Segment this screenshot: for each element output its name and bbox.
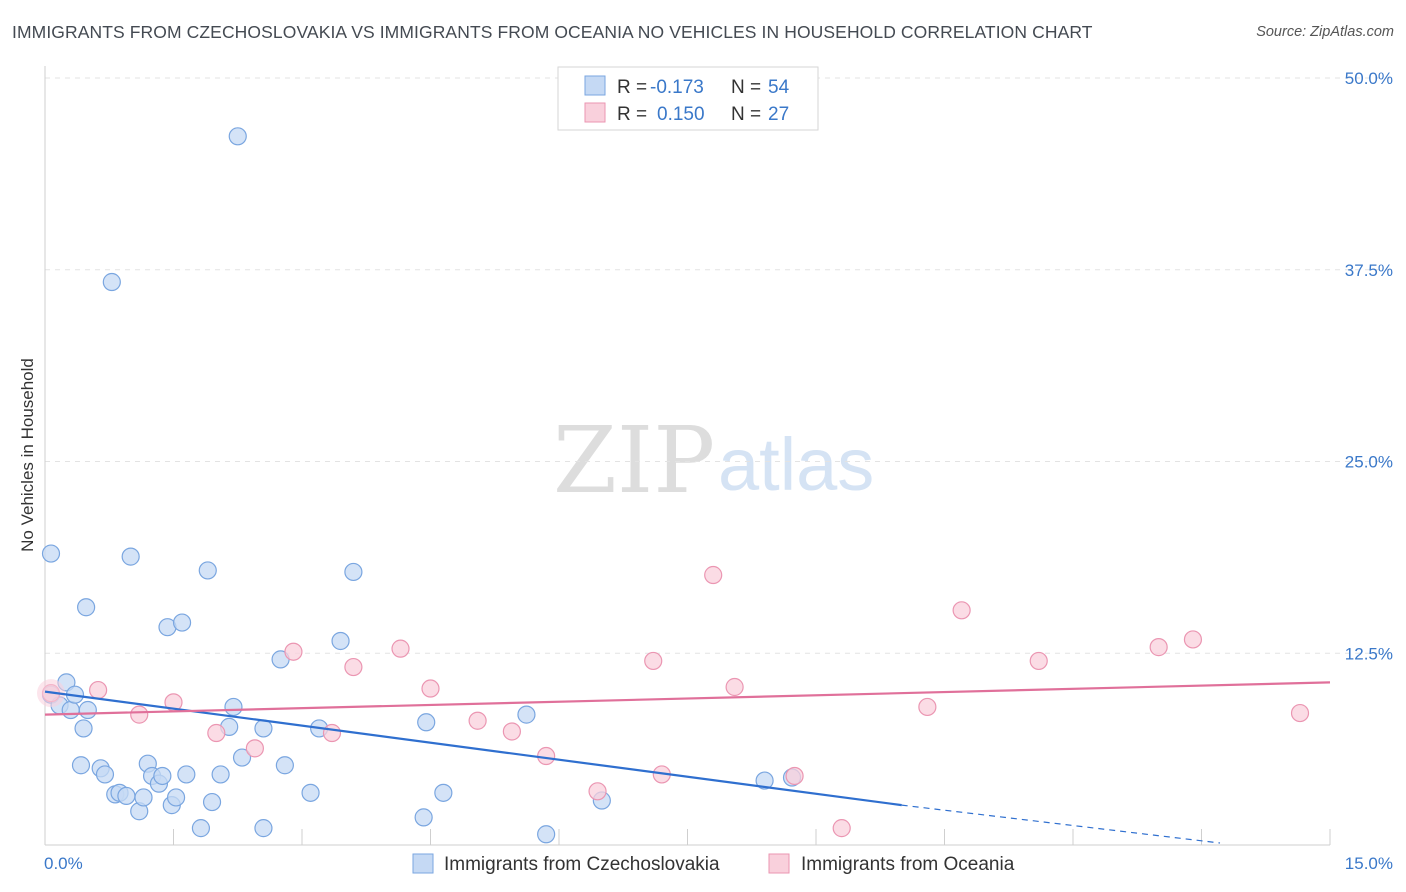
bottom-legend-label-pink: Immigrants from Oceania	[801, 854, 1015, 875]
point-oceania	[785, 766, 804, 786]
point-oceania	[588, 782, 607, 801]
point-czechoslovakia	[95, 765, 115, 784]
axes	[44, 66, 1331, 846]
point-oceania	[1183, 630, 1203, 649]
point-oceania	[725, 677, 744, 697]
series-oceania-points	[36, 565, 1310, 838]
series-czechoslovakia-points	[41, 127, 802, 844]
point-czechoslovakia	[275, 756, 294, 775]
point-czechoslovakia	[537, 825, 556, 844]
point-oceania	[644, 651, 663, 671]
point-oceania	[322, 723, 342, 743]
legend-swatch-pink	[584, 102, 606, 123]
point-czechoslovakia	[344, 562, 363, 582]
legend-r-label-blue: R =	[617, 77, 647, 98]
point-czechoslovakia	[61, 700, 80, 720]
bottom-legend-swatch-pink	[768, 853, 790, 874]
watermark-zip: ZIP	[553, 407, 715, 514]
top-legend: R = -0.173 N = 54 R = 0.150 N = 27	[557, 66, 819, 131]
point-czechoslovakia	[301, 783, 320, 802]
point-czechoslovakia	[232, 748, 252, 767]
point-czechoslovakia	[198, 561, 217, 580]
legend-n-label-blue: N =	[731, 77, 761, 98]
point-czechoslovakia	[224, 697, 243, 717]
y-tick-label: 50.0%	[1345, 69, 1393, 88]
trend-line-oceania	[44, 681, 1331, 716]
watermark-atlas: atlas	[718, 423, 874, 506]
point-oceania	[344, 657, 363, 677]
tick-labels: 12.5% 25.0% 37.5% 50.0% 0.0% 15.0%	[44, 69, 1393, 873]
trend-line-czechoslovakia	[44, 690, 902, 807]
y-tick-label: 37.5%	[1345, 261, 1393, 280]
point-czechoslovakia	[117, 786, 136, 806]
point-oceania	[89, 680, 108, 700]
grid-lines	[45, 77, 1395, 654]
point-oceania	[832, 819, 851, 838]
point-oceania	[284, 642, 303, 661]
point-czechoslovakia	[172, 613, 192, 632]
trend-line-czechoslovakia-extension	[901, 804, 1221, 844]
legend-swatch-blue	[584, 75, 606, 96]
point-czechoslovakia	[153, 766, 172, 786]
point-czechoslovakia	[134, 788, 153, 807]
trend-lines	[44, 681, 1331, 844]
legend-n-value-blue: 54	[768, 77, 790, 98]
legend-r-value-blue: -0.173	[650, 77, 704, 98]
legend-n-label-pink: N =	[731, 104, 761, 125]
point-czechoslovakia	[74, 719, 93, 738]
bottom-legend-label-blue: Immigrants from Czechoslovakia	[444, 854, 720, 875]
point-oceania	[537, 746, 556, 766]
point-oceania	[207, 723, 226, 743]
point-czechoslovakia	[517, 705, 536, 724]
point-oceania	[245, 739, 264, 758]
point-czechoslovakia	[254, 719, 273, 738]
point-czechoslovakia	[177, 765, 196, 784]
point-czechoslovakia	[755, 771, 774, 790]
point-oceania	[391, 639, 410, 658]
point-czechoslovakia	[71, 756, 91, 775]
point-czechoslovakia	[41, 544, 61, 563]
point-oceania	[1290, 703, 1310, 723]
point-czechoslovakia	[228, 127, 247, 146]
point-czechoslovakia	[78, 700, 97, 720]
point-czechoslovakia	[417, 713, 436, 732]
point-oceania	[1029, 651, 1048, 671]
point-oceania	[918, 697, 937, 717]
point-czechoslovakia	[191, 819, 211, 838]
point-czechoslovakia	[434, 783, 453, 802]
point-oceania	[1149, 638, 1168, 657]
point-czechoslovakia	[414, 808, 433, 827]
bottom-legend: Immigrants from Czechoslovakia Immigrant…	[412, 853, 1015, 875]
point-oceania	[421, 679, 440, 698]
point-czechoslovakia	[77, 598, 96, 617]
point-oceania	[130, 705, 149, 724]
point-oceania	[502, 722, 521, 741]
legend-n-value-pink: 27	[768, 104, 789, 125]
point-czechoslovakia	[121, 547, 140, 566]
legend-r-label-pink: R =	[617, 104, 647, 125]
point-czechoslovakia	[211, 765, 230, 784]
y-axis-label: No Vehicles in Household	[18, 358, 37, 552]
chart-title: IMMIGRANTS FROM CZECHOSLOVAKIA VS IMMIGR…	[12, 22, 1093, 42]
point-oceania	[704, 565, 723, 585]
y-tick-label: 25.0%	[1345, 453, 1393, 472]
chart-source: Source: ZipAtlas.com	[1256, 24, 1394, 40]
point-oceania	[952, 601, 971, 620]
bottom-legend-swatch-blue	[412, 853, 434, 874]
x-tick-label: 15.0%	[1345, 854, 1393, 873]
point-oceania	[468, 711, 487, 730]
legend-r-value-pink: 0.150	[657, 104, 705, 125]
x-tick-label: 0.0%	[44, 854, 83, 873]
point-czechoslovakia	[102, 272, 121, 292]
point-czechoslovakia	[331, 631, 350, 651]
y-tick-label: 12.5%	[1345, 644, 1393, 663]
point-czechoslovakia	[166, 788, 186, 807]
point-czechoslovakia	[254, 819, 273, 838]
point-czechoslovakia	[202, 792, 222, 812]
